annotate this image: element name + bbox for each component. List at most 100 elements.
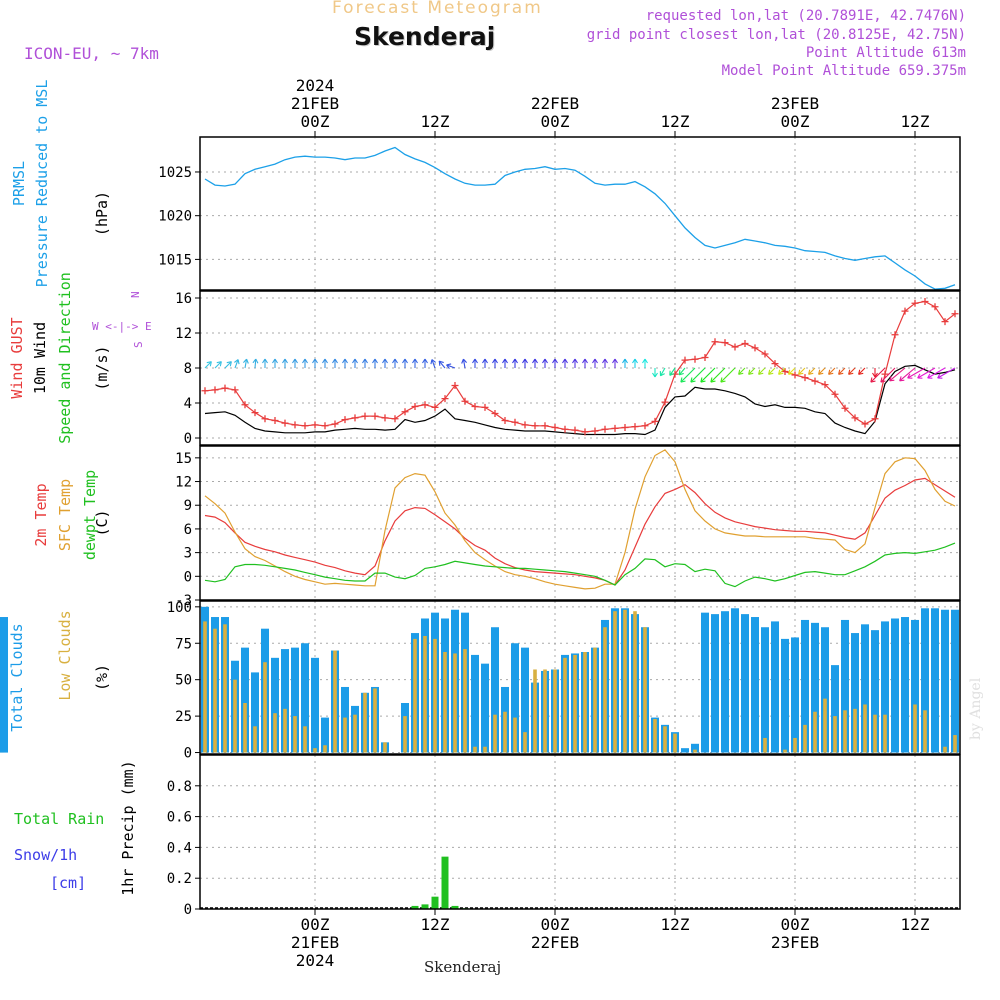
total-cloud-bar — [811, 622, 819, 753]
y-tick-label: 0.6 — [167, 810, 192, 826]
total-cloud-bar — [831, 665, 839, 753]
wind-arrow-head — [394, 358, 398, 364]
wind-gust-line — [204, 300, 956, 433]
total-cloud-bar — [681, 748, 689, 753]
low-cloud-bar — [263, 662, 267, 753]
wind-arrow-head — [828, 372, 834, 375]
wind-arrow-head — [798, 372, 804, 375]
total-cloud-bar — [941, 609, 949, 753]
chart-title: Skenderaj — [354, 22, 496, 51]
gust-point — [941, 318, 949, 326]
wind-arrow-shaft — [234, 359, 239, 369]
low-cloud-bar — [233, 679, 237, 753]
gust-point — [751, 344, 759, 352]
wind-arrow-head — [899, 379, 905, 382]
y-axis-label: (m/s) — [93, 345, 111, 390]
gust-point — [221, 384, 229, 392]
credit-label: by Angel — [968, 677, 984, 740]
low-cloud-bar — [553, 669, 557, 753]
low-cloud-bar — [523, 732, 527, 753]
gust-point — [861, 420, 869, 428]
low-cloud-bar — [623, 609, 627, 753]
low-cloud-bar — [593, 647, 597, 753]
gust-point — [471, 403, 479, 410]
y-tick-label: 0.4 — [167, 840, 192, 856]
low-cloud-bar — [343, 717, 347, 753]
x-tick-label: 00Z — [781, 915, 810, 934]
total-cloud-bar — [741, 614, 749, 753]
total-cloud-bar — [841, 619, 849, 753]
wind-arrow-head — [284, 358, 288, 364]
gust-point — [401, 408, 409, 416]
total-cloud-bar — [471, 654, 479, 753]
series-label: Total Clouds — [8, 623, 26, 731]
wind-arrow-head — [264, 358, 268, 364]
wind-arrow-head — [438, 361, 441, 366]
total-cloud-bar — [711, 614, 719, 753]
gust-point — [541, 422, 549, 430]
wind-arrow-head — [889, 376, 892, 382]
wind-arrow-head — [748, 369, 751, 375]
wind-arrow-head — [917, 373, 921, 379]
gust-point — [721, 339, 729, 347]
wind-arrow-head — [372, 358, 376, 364]
series-label: Speed and Direction — [56, 272, 74, 444]
series-label: PRMSL — [10, 161, 28, 206]
total-cloud-bar — [851, 633, 859, 753]
wind-arrow-head — [634, 358, 638, 364]
y-tick-label: 0 — [184, 431, 192, 447]
wind-arrow-head — [414, 358, 418, 364]
wind-arrow-head — [572, 358, 576, 364]
x-tick-label: 12Z — [901, 915, 930, 934]
wind-arrow-head — [874, 372, 878, 378]
gust-point — [211, 386, 219, 394]
gust-point — [341, 416, 349, 424]
y-tick-label: 1015 — [158, 252, 192, 268]
gust-point — [761, 350, 769, 358]
gust-point — [451, 382, 459, 389]
series-label: Low Clouds — [56, 610, 74, 700]
x-tick-label: 00Z — [541, 112, 570, 131]
wind-arrow-head — [652, 372, 656, 378]
gust-point — [931, 303, 939, 311]
gust-point — [371, 412, 379, 420]
wind-arrow-head — [332, 358, 336, 364]
total-cloud-bar — [301, 643, 309, 753]
x-tick-label: 00Z — [301, 915, 330, 934]
wind-arrow-head — [720, 377, 723, 383]
total-cloud-bar — [761, 627, 769, 753]
wind-arrow-head — [679, 372, 684, 376]
wind-arrow-head — [872, 372, 876, 378]
wind-arrow-shaft — [660, 367, 666, 377]
wind-arrow-head — [292, 358, 296, 364]
wind-arrow-head — [848, 369, 851, 375]
wind-arrow-head — [622, 358, 626, 364]
wind-arrow-head — [255, 358, 259, 364]
low-cloud-bar — [253, 726, 257, 753]
rain-bar — [441, 856, 449, 909]
wind-arrow-head — [778, 369, 781, 375]
y-tick-label: 8 — [184, 361, 192, 377]
low-cloud-bar — [543, 669, 547, 753]
gust-point — [361, 412, 369, 420]
wind-arrow-head — [907, 373, 911, 379]
wind-arrow-head — [522, 358, 526, 364]
rain-bar — [421, 904, 429, 909]
wind-arrow-head — [502, 358, 506, 364]
low-cloud-bar — [223, 624, 227, 753]
gust-point — [611, 424, 619, 432]
low-cloud-bar — [573, 654, 577, 753]
y-axis-label: (%) — [93, 664, 111, 691]
model-label: ICON-EU, ~ 7km — [24, 44, 159, 63]
low-cloud-bar — [363, 692, 367, 753]
total-cloud-bar — [921, 608, 929, 753]
wind-arrow-head — [282, 358, 286, 364]
total-cloud-bar — [731, 608, 739, 753]
series-label: Total Rain — [14, 810, 104, 828]
y-tick-label: 75 — [175, 636, 192, 652]
gust-point — [291, 421, 299, 429]
wind-arrow-shaft — [798, 367, 806, 375]
rain-bar — [431, 896, 439, 909]
low-cloud-bar — [453, 653, 457, 753]
wind-arrow-head — [474, 358, 478, 364]
